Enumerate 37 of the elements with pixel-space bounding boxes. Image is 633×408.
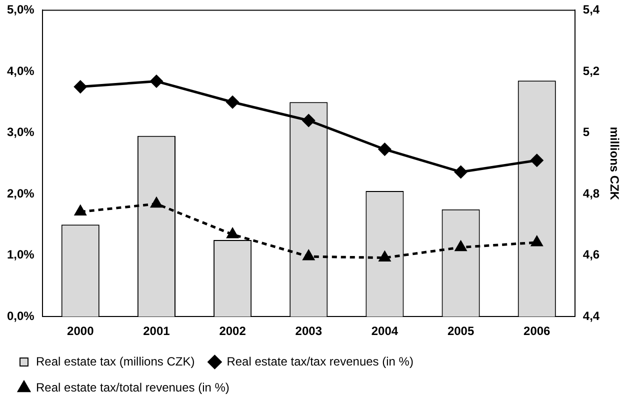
y-tick-label: 1,0% <box>6 248 35 262</box>
point <box>379 252 390 262</box>
y2-tick-label: 5 <box>582 125 590 140</box>
point <box>150 198 162 208</box>
x-tick-label: 2000 <box>67 324 94 338</box>
point <box>226 228 238 238</box>
point <box>302 114 315 127</box>
legend-label: Real estate tax/tax revenues (in %) <box>226 354 414 368</box>
point <box>74 80 87 94</box>
y2-tick-label: 4,6 <box>582 248 600 262</box>
point <box>378 143 391 156</box>
x-tick-label: 2004 <box>371 324 398 338</box>
x-tick-label: 2003 <box>295 324 322 338</box>
y2-tick-label: 4,4 <box>582 308 600 323</box>
x-tick-label: 2001 <box>143 324 170 338</box>
legend-label: Real estate tax (millions CZK) <box>36 354 195 368</box>
y2-tick-label: 5,2 <box>582 64 600 78</box>
y-tick-label: 5,0% <box>6 2 35 17</box>
point <box>150 75 163 88</box>
point <box>74 206 86 216</box>
y2-tick-label: 4,8 <box>582 186 600 200</box>
y-tick-label: 4,0% <box>6 64 35 78</box>
point <box>530 154 544 167</box>
point <box>531 236 542 246</box>
legend-label: Real estate tax/total revenues (in %) <box>36 380 230 394</box>
y-tick-label: 3,0% <box>6 125 35 140</box>
y2-axis-title: millions CZK <box>607 126 622 200</box>
y-tick-label: 0,0% <box>6 308 35 323</box>
point <box>226 96 239 108</box>
y2-tick-label: 5,4 <box>582 2 600 17</box>
y-tick-label: 2,0% <box>6 186 35 200</box>
x-tick-label: 2006 <box>524 324 551 338</box>
point <box>455 241 466 252</box>
point <box>454 166 468 178</box>
x-tick-label: 2005 <box>447 324 474 338</box>
point <box>303 250 314 260</box>
x-tick-label: 2002 <box>219 324 246 338</box>
